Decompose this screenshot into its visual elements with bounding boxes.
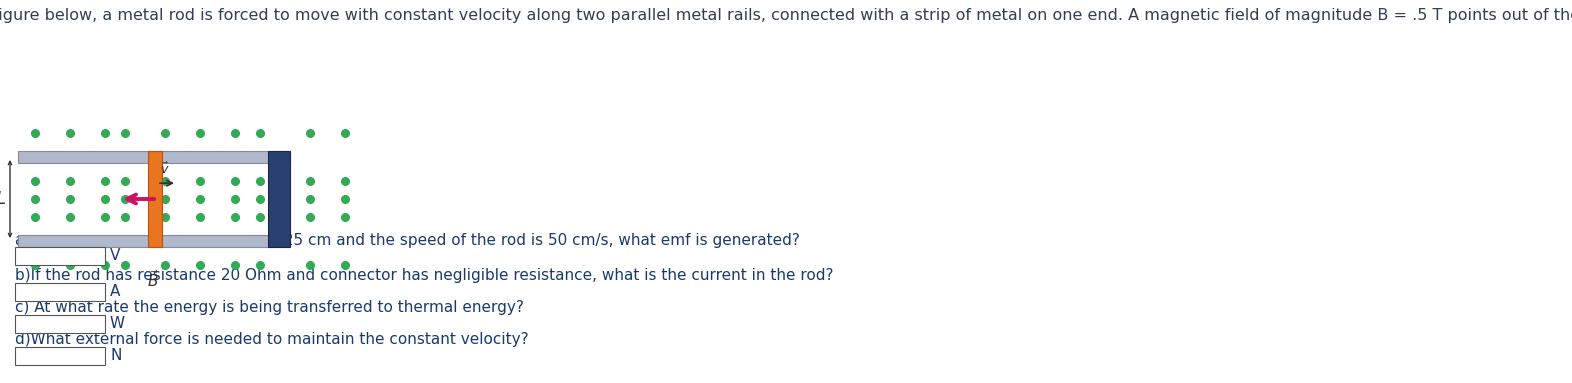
Bar	[16, 315, 105, 333]
Text: $\vec{B}$: $\vec{B}$	[146, 269, 159, 290]
Text: W: W	[110, 316, 126, 332]
Text: $\vec{v}$: $\vec{v}$	[160, 162, 170, 177]
Text: c) At what rate the energy is being transferred to thermal energy?: c) At what rate the energy is being tran…	[16, 300, 523, 315]
Text: N: N	[110, 349, 121, 363]
Text: V: V	[110, 249, 121, 264]
Bar	[17, 235, 289, 247]
Text: a) If the rails are separated by L = 25 cm and the speed of the rod is 50 cm/s, : a) If the rails are separated by L = 25 …	[16, 233, 800, 248]
Bar	[267, 151, 289, 247]
Bar	[17, 163, 289, 235]
Bar	[16, 347, 105, 365]
Text: A: A	[110, 285, 121, 300]
Text: d)What external force is needed to maintain the constant velocity?: d)What external force is needed to maint…	[16, 332, 528, 347]
Bar	[17, 151, 289, 163]
Bar	[16, 283, 105, 301]
Text: b)If the rod has resistance 20 Ohm and connector has negligible resistance, what: b)If the rod has resistance 20 Ohm and c…	[16, 268, 833, 283]
Bar	[148, 151, 162, 247]
Text: L: L	[0, 190, 6, 208]
Text: In the figure below, a metal rod is forced to move with constant velocity along : In the figure below, a metal rod is forc…	[0, 8, 1572, 23]
Bar	[16, 247, 105, 265]
